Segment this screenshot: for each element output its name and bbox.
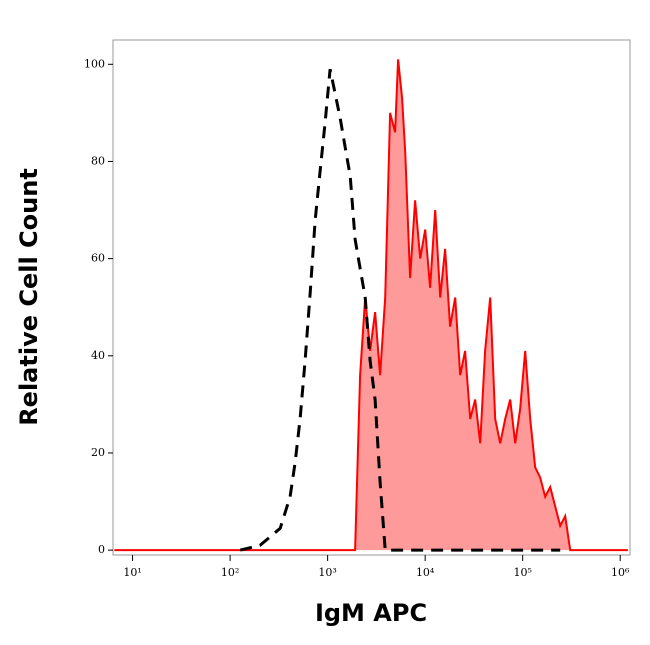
y-axis-label: Relative Cell Count [15,168,43,426]
y-tick-label: 0 [98,543,105,556]
y-tick-label: 40 [91,349,105,362]
x-tick-label: 10³ [318,566,336,579]
x-tick-label: 10² [221,566,239,579]
line [114,59,628,552]
x-tick-label: 10¹ [123,566,141,579]
x-tick-label: 10⁴ [416,566,435,579]
y-tick-label: 60 [91,252,105,265]
x-tick-label: 10⁶ [611,566,630,579]
x-tick-label: 10⁵ [513,566,531,579]
x-axis-label: IgM APC [315,599,427,627]
y-tick-label: 100 [84,57,105,70]
y-tick-label: 80 [91,154,105,167]
line [239,68,561,552]
plot-frame [112,39,631,556]
area [114,59,628,551]
y-tick-label: 20 [91,446,105,459]
